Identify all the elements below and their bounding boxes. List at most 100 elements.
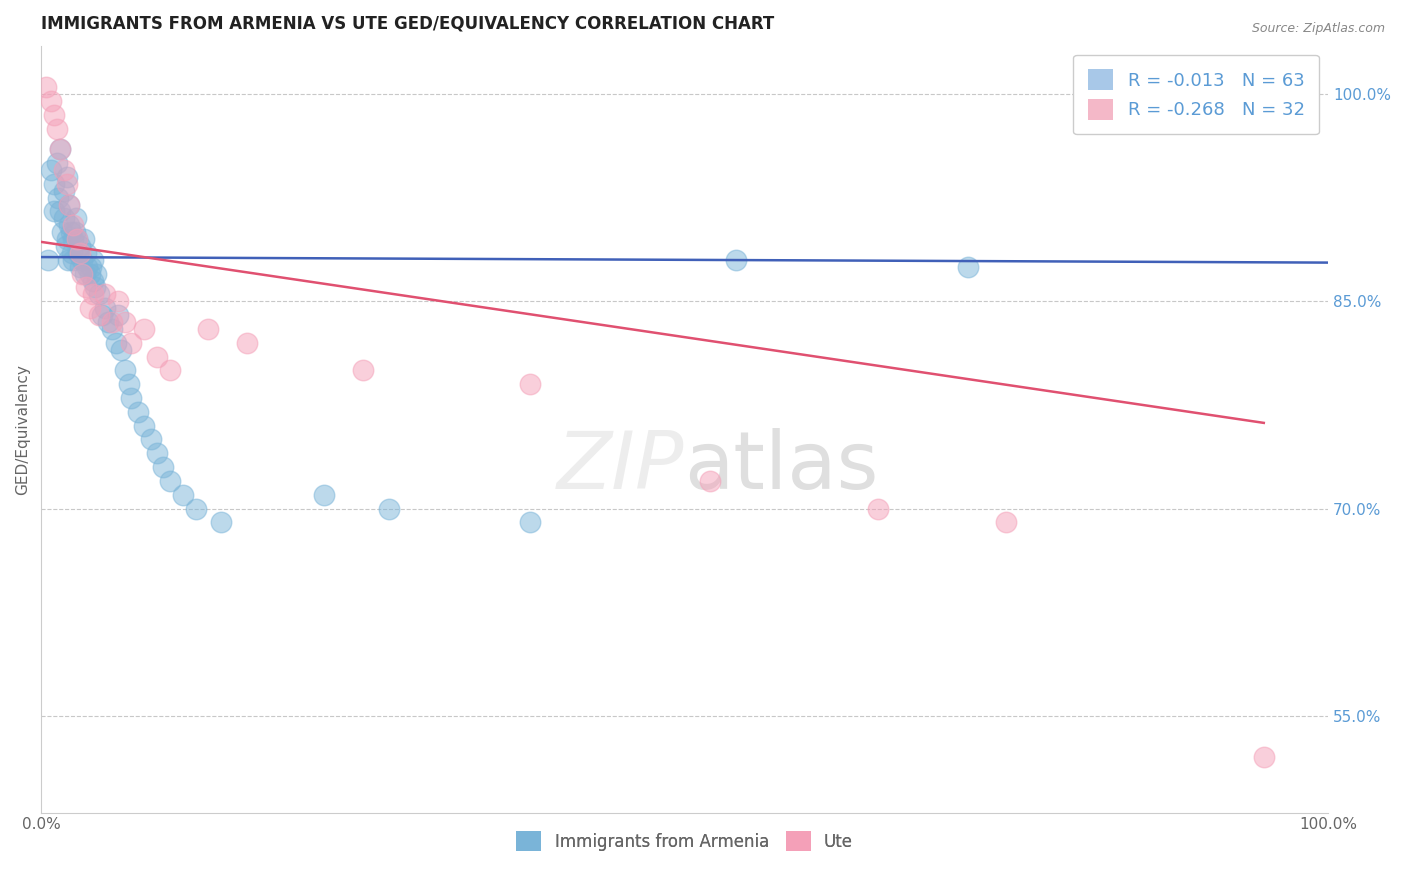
Text: ZIP: ZIP: [557, 428, 685, 507]
Point: [53, 184, 76, 198]
Point: [236, 335, 259, 350]
Point: [42, 204, 65, 219]
Point: [60, 246, 83, 260]
Point: [86, 267, 108, 281]
Point: [62, 232, 84, 246]
Point: [72, 252, 94, 267]
Point: [152, 460, 174, 475]
Point: [49, 142, 72, 156]
Point: [519, 516, 541, 530]
Point: [699, 474, 721, 488]
Point: [82, 252, 104, 267]
Point: [172, 488, 194, 502]
Point: [73, 267, 96, 281]
Point: [45, 121, 67, 136]
Point: [139, 433, 162, 447]
Point: [107, 294, 129, 309]
Point: [58, 197, 80, 211]
Point: [63, 225, 86, 239]
Point: [209, 516, 232, 530]
Point: [117, 377, 139, 392]
Point: [80, 260, 103, 274]
Point: [82, 287, 104, 301]
Point: [101, 315, 124, 329]
Point: [94, 301, 117, 316]
Point: [132, 322, 155, 336]
Point: [53, 163, 76, 178]
Point: [67, 246, 90, 260]
Point: [127, 405, 149, 419]
Point: [56, 169, 79, 184]
Point: [995, 516, 1018, 530]
Point: [314, 488, 336, 502]
Point: [94, 287, 117, 301]
Point: [49, 142, 72, 156]
Point: [46, 191, 69, 205]
Point: [53, 211, 76, 226]
Point: [197, 322, 219, 336]
Point: [55, 239, 77, 253]
Point: [37, 252, 59, 267]
Point: [69, 239, 91, 253]
Point: [866, 501, 889, 516]
Text: Source: ZipAtlas.com: Source: ZipAtlas.com: [1251, 22, 1385, 36]
Point: [120, 335, 142, 350]
Point: [75, 280, 97, 294]
Point: [51, 225, 73, 239]
Point: [377, 501, 399, 516]
Point: [110, 343, 132, 357]
Point: [69, 246, 91, 260]
Point: [519, 377, 541, 392]
Point: [76, 260, 98, 274]
Point: [79, 301, 101, 316]
Point: [45, 156, 67, 170]
Legend: Immigrants from Armenia, Ute: Immigrants from Armenia, Ute: [509, 824, 859, 858]
Point: [42, 108, 65, 122]
Point: [1253, 750, 1275, 764]
Point: [62, 252, 84, 267]
Point: [58, 197, 80, 211]
Point: [49, 204, 72, 219]
Point: [87, 287, 110, 301]
Point: [79, 267, 101, 281]
Point: [956, 260, 979, 274]
Point: [87, 308, 110, 322]
Point: [184, 501, 207, 516]
Point: [352, 363, 374, 377]
Point: [62, 219, 84, 233]
Point: [159, 474, 181, 488]
Point: [72, 267, 94, 281]
Point: [101, 322, 124, 336]
Point: [56, 177, 79, 191]
Point: [114, 363, 136, 377]
Text: atlas: atlas: [685, 428, 879, 507]
Y-axis label: GED/Equivalency: GED/Equivalency: [15, 364, 30, 494]
Point: [146, 350, 169, 364]
Point: [104, 335, 127, 350]
Point: [114, 315, 136, 329]
Point: [75, 246, 97, 260]
Point: [65, 211, 87, 226]
Point: [56, 252, 79, 267]
Point: [69, 260, 91, 274]
Point: [42, 177, 65, 191]
Point: [84, 280, 107, 294]
Point: [107, 308, 129, 322]
Point: [41, 94, 63, 108]
Point: [90, 308, 112, 322]
Point: [120, 391, 142, 405]
Point: [56, 232, 79, 246]
Point: [97, 315, 120, 329]
Point: [132, 418, 155, 433]
Point: [41, 163, 63, 178]
Point: [66, 232, 89, 246]
Point: [58, 219, 80, 233]
Point: [725, 252, 748, 267]
Point: [59, 225, 82, 239]
Text: IMMIGRANTS FROM ARMENIA VS UTE GED/EQUIVALENCY CORRELATION CHART: IMMIGRANTS FROM ARMENIA VS UTE GED/EQUIV…: [41, 15, 775, 33]
Point: [146, 446, 169, 460]
Point: [82, 274, 104, 288]
Point: [72, 232, 94, 246]
Point: [159, 363, 181, 377]
Point: [35, 80, 58, 95]
